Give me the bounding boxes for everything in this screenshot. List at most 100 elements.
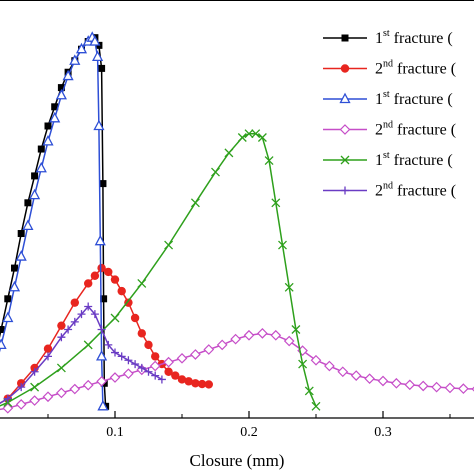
data-point: [404, 379, 416, 391]
data-point: [444, 382, 456, 394]
data-point: [110, 275, 120, 284]
legend-label: 2nd fracture (: [375, 181, 456, 200]
legend-entry: 2nd fracture (: [323, 120, 456, 139]
data-point: [431, 381, 442, 393]
data-point: [100, 295, 108, 303]
data-point: [298, 359, 308, 369]
data-point: [57, 321, 66, 330]
data-point: [340, 64, 350, 73]
x-tick-label: 0.1: [106, 425, 124, 440]
data-point: [284, 282, 294, 292]
legend-entry: 1st fracture (: [323, 28, 453, 47]
data-point: [304, 386, 314, 396]
data-point: [340, 155, 350, 165]
data-point: [283, 335, 295, 347]
data-point: [22, 219, 34, 230]
data-point: [99, 180, 107, 188]
data-point: [377, 375, 389, 387]
data-point: [350, 370, 362, 381]
data-point: [257, 133, 267, 142]
data-point: [176, 352, 188, 364]
series-line: [0, 132, 317, 407]
data-point: [96, 376, 107, 387]
legend: 1st fracture ( 2nd fracture ( 1st fracture…: [323, 28, 456, 200]
axes: 0.1 0.2 0.3: [0, 0, 474, 440]
data-point: [93, 119, 105, 131]
data-point: [417, 380, 429, 392]
data-point: [84, 302, 93, 311]
series-3: [0, 31, 109, 411]
data-point: [341, 186, 349, 195]
data-point: [237, 133, 247, 142]
data-point: [42, 134, 54, 146]
data-point: [117, 352, 126, 361]
data-point: [55, 88, 67, 100]
data-point: [64, 325, 73, 334]
data-point: [190, 198, 200, 208]
legend-label: 1st fracture (: [375, 150, 453, 169]
data-point: [137, 329, 146, 338]
data-point: [191, 379, 200, 388]
data-point: [151, 352, 160, 361]
series-line: [0, 332, 474, 411]
data-point: [3, 394, 12, 403]
data-point: [56, 387, 67, 399]
data-point: [17, 383, 26, 392]
data-point: [0, 326, 5, 334]
data-point: [251, 129, 261, 139]
data-point: [184, 377, 193, 386]
data-point: [230, 333, 241, 345]
data-point: [30, 382, 40, 392]
data-point: [171, 371, 180, 380]
data-point: [29, 188, 41, 200]
data-point: [69, 54, 81, 65]
legend-entry: 2nd fracture (: [323, 181, 456, 200]
data-point: [24, 199, 32, 207]
data-point: [131, 360, 140, 369]
legend-label: 2nd fracture (: [375, 120, 456, 139]
data-point: [211, 167, 220, 177]
data-point: [151, 371, 160, 380]
legend-entry: 1st fracture (: [323, 89, 453, 108]
series-line: [0, 36, 107, 407]
data-point: [17, 230, 25, 238]
data-point: [117, 286, 126, 296]
data-point: [123, 368, 134, 380]
data-point: [244, 129, 254, 139]
data-point: [257, 328, 268, 339]
data-point: [164, 367, 173, 376]
data-point: [144, 367, 153, 376]
data-point: [364, 373, 375, 385]
data-point: [75, 42, 88, 54]
data-point: [11, 264, 18, 272]
data-point: [197, 379, 207, 389]
data-point: [164, 240, 174, 250]
data-point: [137, 278, 147, 288]
data-point: [104, 340, 113, 349]
data-point: [83, 340, 93, 350]
data-point: [94, 234, 106, 246]
data-point: [278, 240, 287, 250]
data-point: [57, 84, 65, 92]
data-point: [0, 338, 7, 350]
data-point: [157, 375, 166, 384]
data-point: [51, 103, 59, 111]
data-point: [97, 399, 109, 411]
data-point: [89, 35, 101, 46]
data-point: [37, 145, 45, 153]
data-point: [130, 313, 140, 323]
data-point: [70, 317, 79, 326]
data-point: [110, 313, 120, 323]
data-point: [2, 402, 14, 414]
data-point: [149, 360, 161, 372]
legend-label: 1st fracture (: [375, 89, 453, 108]
data-point: [339, 124, 351, 135]
data-point: [4, 295, 12, 303]
data-point: [62, 69, 74, 81]
data-point: [163, 356, 174, 368]
data-point: [97, 325, 106, 334]
data-point: [216, 339, 228, 351]
data-point: [124, 298, 133, 307]
x-tick-label: 0.2: [240, 425, 258, 440]
data-point: [243, 329, 255, 341]
